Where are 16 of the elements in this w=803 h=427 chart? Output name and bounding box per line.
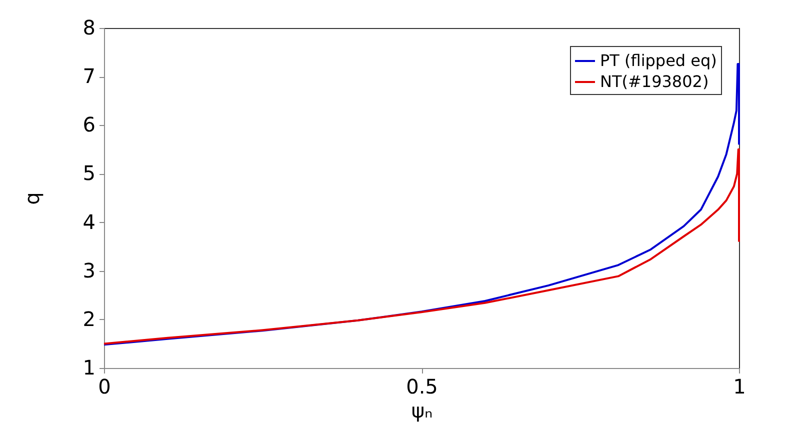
y-tick-label: 1 — [82, 356, 96, 380]
y-tick-label: 2 — [82, 306, 96, 331]
y-tick-label: 6 — [82, 112, 96, 137]
line-series — [103, 148, 740, 345]
y-tick-label: 8 — [82, 16, 96, 40]
legend-label: PT (flipped eq) — [600, 51, 717, 70]
x-axis-title: ψₙ — [411, 398, 433, 422]
x-tick-label: 0 — [98, 374, 111, 398]
x-tick-label: 1 — [733, 374, 746, 398]
y-tick-label: 3 — [82, 258, 96, 282]
y-axis-title: q — [20, 192, 44, 205]
y-tick-label: 5 — [82, 161, 96, 186]
x-tick-label: 0.5 — [406, 374, 438, 398]
y-tick-label: 7 — [82, 64, 96, 88]
y-tick-label: 4 — [82, 210, 96, 234]
legend-label: NT(#193802) — [600, 72, 709, 91]
